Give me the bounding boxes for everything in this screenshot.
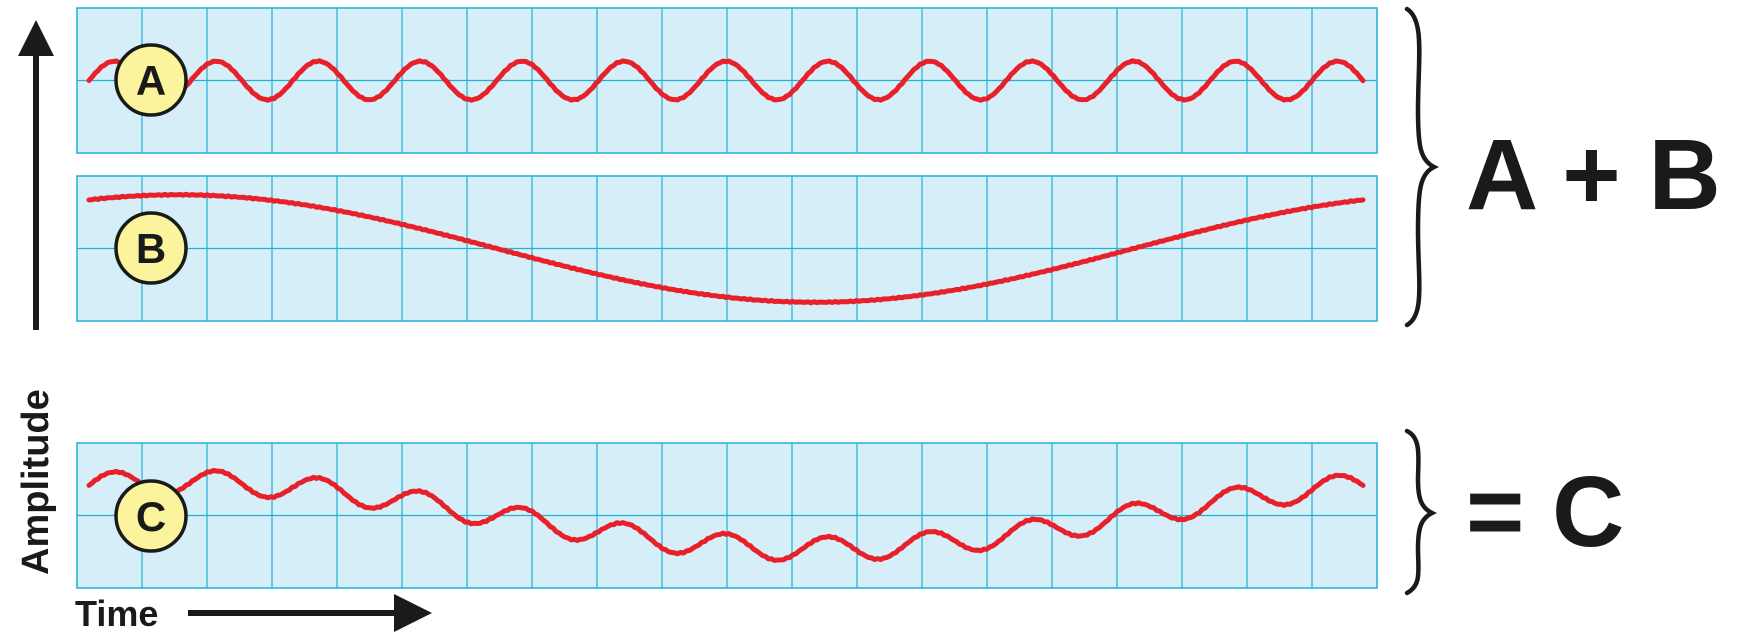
grid-lines-c [77, 443, 1377, 588]
amplitude-axis: Amplitude [15, 20, 57, 575]
wave-a [86, 58, 1366, 103]
result-label: = C [1466, 456, 1624, 568]
wave-c [86, 468, 1366, 563]
sum-brace [1404, 6, 1440, 328]
badge-b [114, 211, 188, 285]
result-brace [1404, 428, 1438, 596]
grid-lines-a [77, 8, 1377, 153]
badge-c [114, 479, 188, 553]
sum-label: A + B [1466, 119, 1721, 231]
grid-lines-b [77, 176, 1377, 321]
badge-b-label: B [136, 225, 166, 272]
badge-a [114, 43, 188, 117]
panel-b: B [76, 175, 1378, 322]
time-axis: Time [75, 593, 432, 634]
amplitude-label: Amplitude [15, 389, 57, 575]
panel-c: C [76, 442, 1378, 589]
badge-c-label: C [136, 493, 166, 540]
badge-a-label: A [136, 57, 166, 104]
time-label: Time [75, 593, 158, 634]
amplitude-arrowhead [18, 20, 54, 56]
wave-b [86, 191, 1366, 306]
panel-a: A [76, 7, 1378, 154]
time-arrowhead [394, 594, 432, 632]
